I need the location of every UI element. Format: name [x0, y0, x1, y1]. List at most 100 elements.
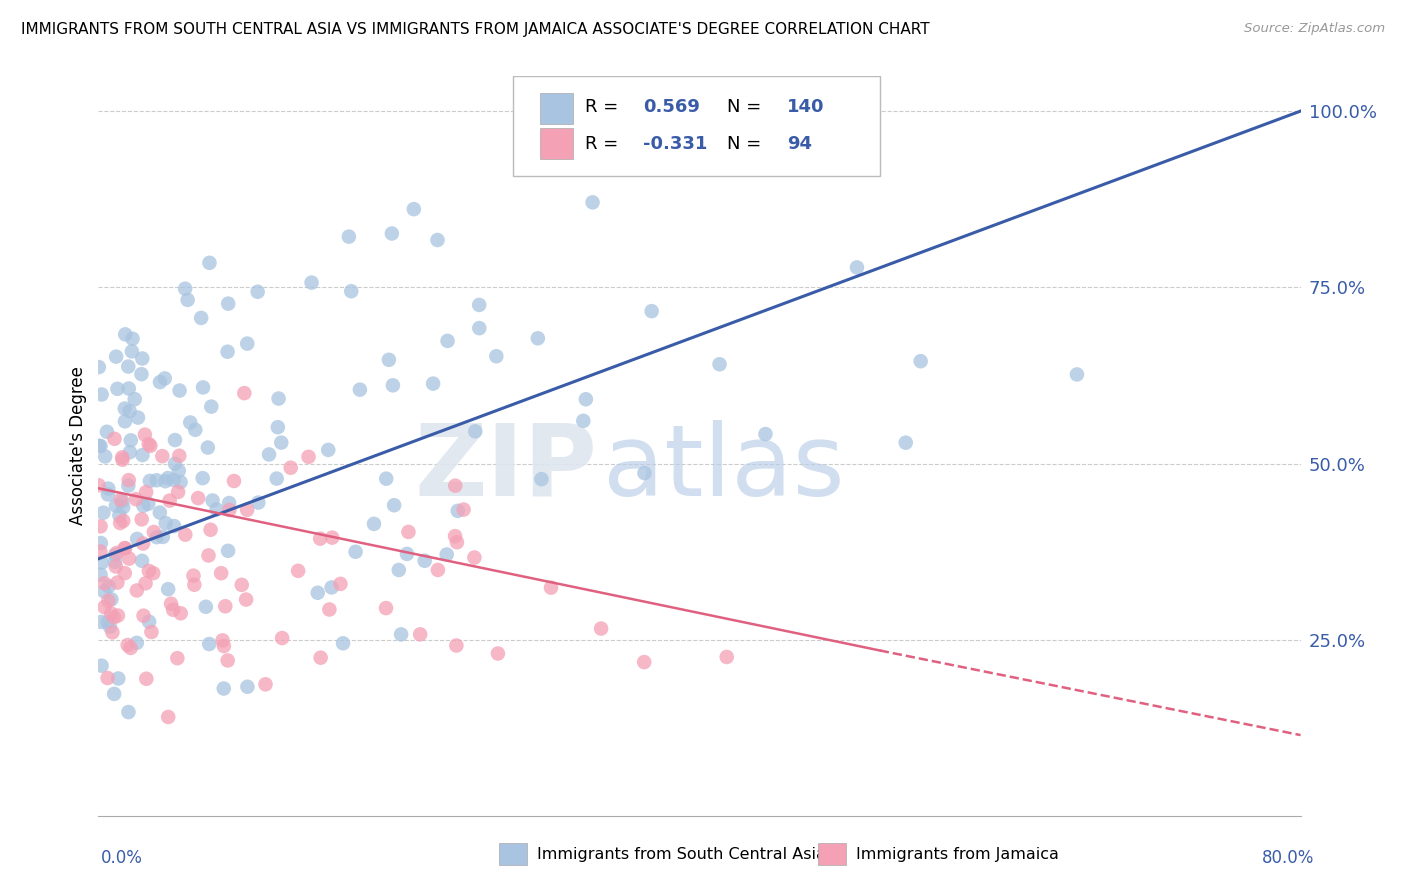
Point — [463, 550, 485, 565]
Point — [198, 637, 221, 651]
Point — [426, 563, 449, 577]
Point — [138, 437, 160, 451]
Point — [139, 439, 162, 453]
Point — [388, 563, 411, 577]
Point — [145, 473, 167, 487]
Point — [349, 383, 371, 397]
Point — [125, 636, 148, 650]
Point — [307, 586, 329, 600]
Point — [100, 592, 122, 607]
Text: 0.0%: 0.0% — [101, 849, 143, 867]
Point — [127, 410, 149, 425]
Text: R =: R = — [585, 98, 624, 116]
Point — [485, 349, 508, 363]
Point — [254, 677, 277, 691]
Point — [163, 457, 186, 471]
Point — [716, 650, 738, 665]
Point — [235, 592, 257, 607]
Point — [378, 352, 401, 367]
Point — [97, 482, 120, 496]
Point — [287, 564, 309, 578]
Point — [141, 625, 163, 640]
Point — [271, 631, 294, 645]
Point — [426, 233, 449, 247]
Point — [87, 478, 110, 492]
Point — [111, 494, 134, 508]
Point — [167, 485, 190, 500]
Point — [183, 568, 205, 582]
Point — [201, 493, 224, 508]
Point — [97, 671, 120, 685]
Point — [894, 435, 917, 450]
Point — [150, 449, 173, 463]
Point — [96, 425, 118, 439]
Point — [169, 475, 191, 489]
Point — [316, 442, 339, 457]
Point — [104, 555, 127, 569]
Point — [212, 639, 235, 653]
Point — [118, 473, 141, 487]
Point — [104, 559, 127, 574]
Point — [301, 276, 323, 290]
Point — [633, 466, 655, 480]
Point — [409, 627, 432, 641]
Point — [591, 622, 613, 636]
Text: 94: 94 — [787, 135, 813, 153]
FancyBboxPatch shape — [540, 128, 574, 160]
Point — [212, 681, 235, 696]
Point — [105, 546, 128, 560]
Point — [332, 636, 354, 650]
Point — [444, 529, 467, 543]
Point — [910, 354, 932, 368]
Point — [120, 640, 142, 655]
Point — [124, 392, 146, 407]
Text: N =: N = — [727, 135, 768, 153]
Point — [444, 478, 467, 492]
Point — [91, 556, 114, 570]
Point — [340, 284, 363, 298]
Point — [236, 336, 259, 351]
Point — [267, 392, 290, 406]
Point — [270, 435, 292, 450]
Point — [118, 404, 141, 418]
Point — [98, 620, 121, 634]
Text: atlas: atlas — [603, 420, 845, 516]
Point — [149, 506, 172, 520]
Point — [121, 332, 143, 346]
Point — [118, 445, 141, 459]
Point — [217, 544, 239, 558]
Point — [231, 578, 253, 592]
Point — [114, 401, 136, 416]
Point — [135, 485, 157, 500]
Point — [145, 530, 167, 544]
Point — [382, 498, 405, 512]
Point — [236, 680, 259, 694]
Point — [139, 474, 162, 488]
Point — [135, 576, 157, 591]
Point — [105, 350, 128, 364]
Point — [90, 567, 112, 582]
Point — [89, 439, 111, 453]
Point — [90, 439, 112, 453]
Point — [191, 471, 214, 485]
Point — [395, 547, 418, 561]
Point — [191, 380, 214, 394]
Point — [540, 581, 562, 595]
Point — [103, 687, 125, 701]
Point — [101, 625, 124, 640]
Point — [114, 541, 136, 556]
Point — [163, 519, 186, 533]
Point — [149, 375, 172, 389]
Text: 140: 140 — [787, 98, 825, 116]
Point — [132, 608, 155, 623]
Point — [200, 523, 222, 537]
Point — [107, 672, 129, 686]
Point — [640, 304, 662, 318]
Point — [89, 544, 111, 558]
Point — [389, 627, 412, 641]
Point — [156, 471, 179, 485]
Point — [117, 705, 139, 719]
Text: ZIP: ZIP — [415, 420, 598, 516]
Point — [107, 382, 129, 396]
Point — [131, 448, 153, 462]
